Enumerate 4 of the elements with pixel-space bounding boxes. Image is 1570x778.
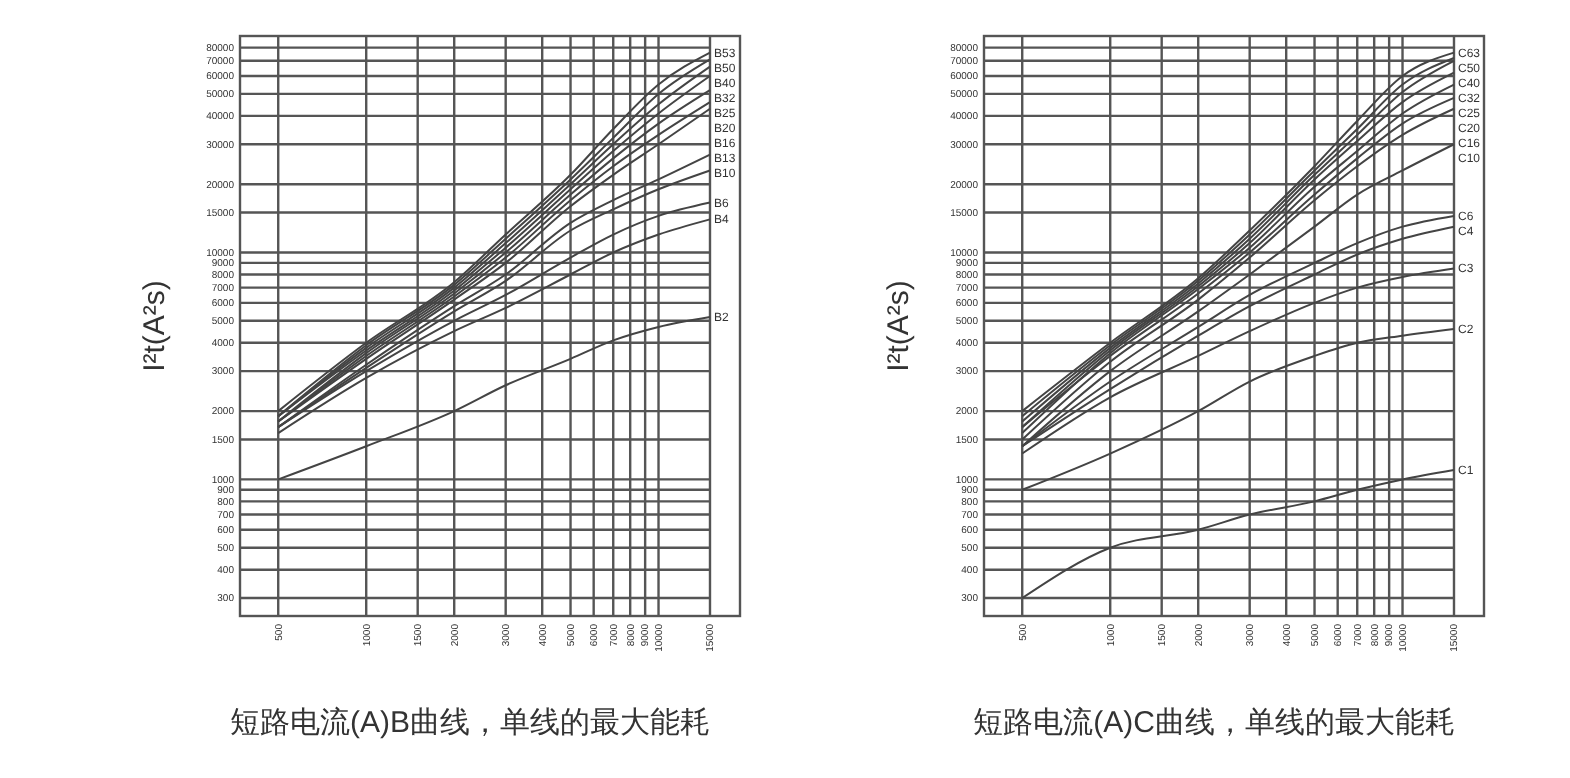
y-axis-title: I²t(A²s) xyxy=(138,280,172,372)
x-axis-title: 短路电流(A)C曲线，单线的最大能耗 xyxy=(973,706,1455,740)
y-axis-title: I²t(A²s) xyxy=(882,280,916,372)
x-axis-title: 短路电流(A)B曲线，单线的最大能耗 xyxy=(230,706,710,740)
